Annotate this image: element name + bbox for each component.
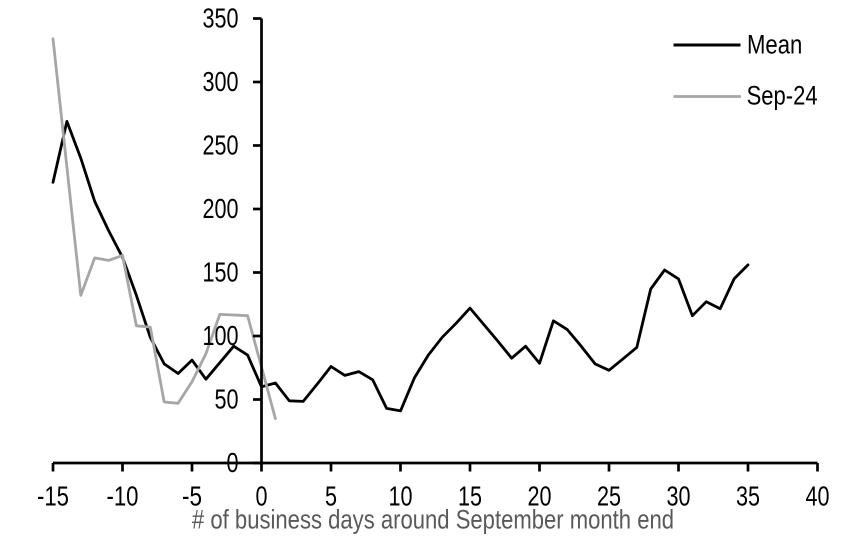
svg-text:150: 150: [203, 257, 239, 288]
svg-text:35: 35: [736, 481, 760, 512]
svg-text:Mean: Mean: [747, 30, 802, 60]
svg-text:300: 300: [203, 66, 239, 97]
svg-text:0: 0: [256, 481, 268, 512]
svg-text:-10: -10: [107, 481, 139, 512]
svg-text:50: 50: [215, 384, 239, 415]
svg-text:20: 20: [528, 481, 552, 512]
svg-text:25: 25: [597, 481, 621, 512]
svg-text:200: 200: [203, 193, 239, 224]
svg-text:100: 100: [203, 320, 239, 351]
svg-text:30: 30: [667, 481, 691, 512]
svg-text:0: 0: [227, 447, 239, 478]
svg-text:# of business days around Sept: # of business days around September mont…: [192, 505, 674, 535]
svg-text:15: 15: [458, 481, 482, 512]
svg-text:350: 350: [203, 3, 239, 34]
svg-text:Sep-24: Sep-24: [747, 81, 818, 111]
svg-text:40: 40: [806, 481, 830, 512]
svg-text:-5: -5: [182, 481, 202, 512]
svg-text:250: 250: [203, 130, 239, 161]
svg-text:10: 10: [389, 481, 413, 512]
svg-text:5: 5: [325, 481, 337, 512]
svg-text:-15: -15: [37, 481, 69, 512]
